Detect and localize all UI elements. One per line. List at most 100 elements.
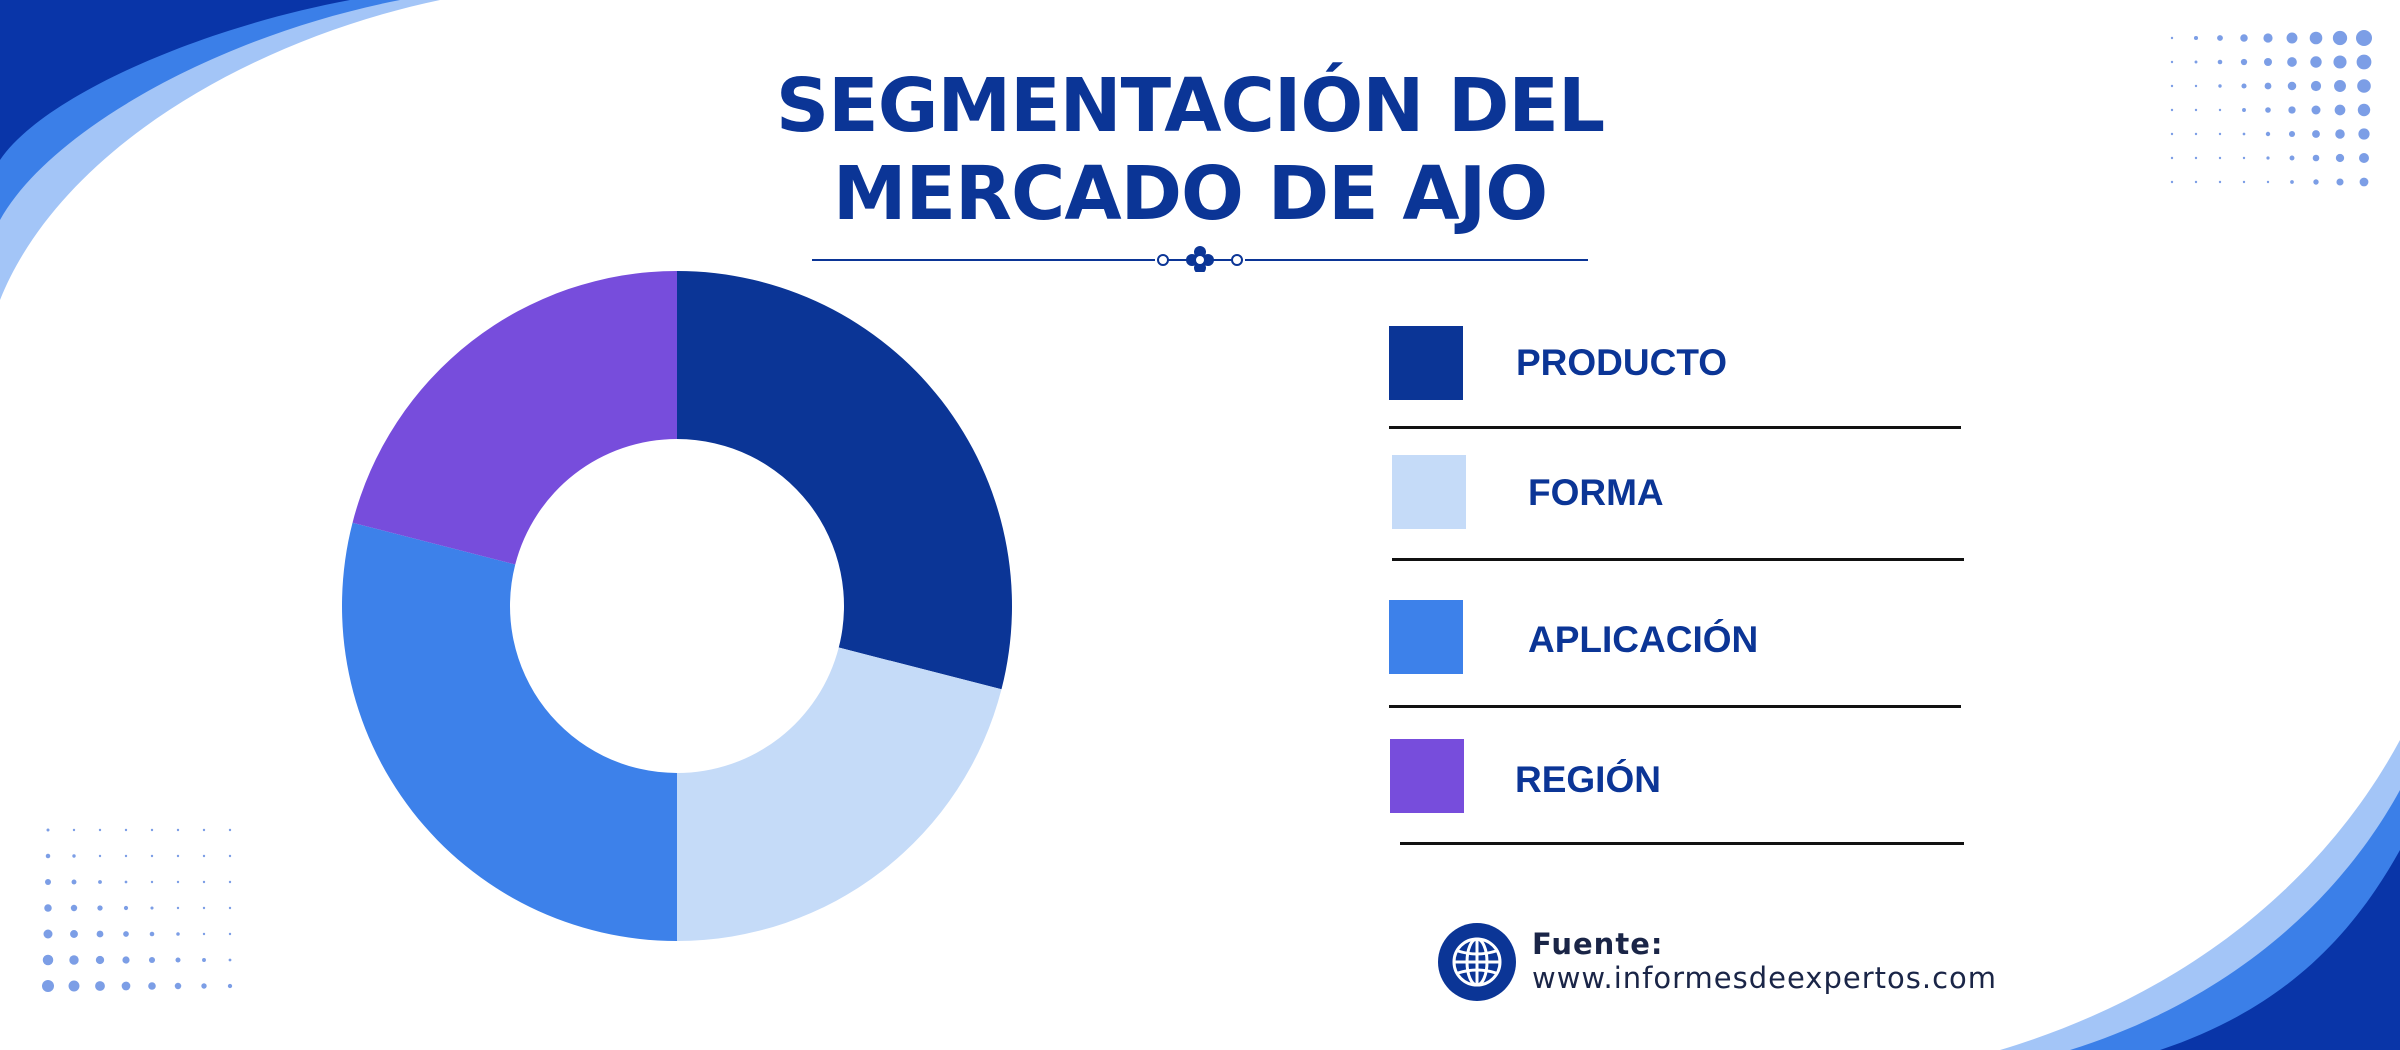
decor-dot [2170,36,2174,40]
decor-dot [2194,180,2198,184]
decor-dot [2194,132,2198,136]
globe-icon [1438,923,1516,1001]
legend-label-producto: PRODUCTO [1516,342,1728,383]
decor-dot [2334,80,2346,92]
decor-dot [2265,131,2271,137]
title-line-1: SEGMENTACIÓN DEL [775,63,1605,149]
decor-dot [2310,80,2322,92]
decor-dot [2240,58,2248,66]
decor-dot [2194,108,2198,112]
decor-dot [42,954,54,966]
decor-dot [2313,179,2319,185]
decor-dot [2265,107,2271,113]
source-url[interactable]: www.informesdeexpertos.com [1532,961,1998,995]
decor-dot [148,956,156,964]
decor-dot [2335,129,2345,139]
dot-pattern-bottom-left [42,828,233,992]
decor-dot [98,880,102,884]
legend-divider [1389,426,1961,429]
legend-divider [1400,842,1964,845]
decor-dot [2194,60,2198,64]
legend-divider [1392,558,1964,561]
decor-dot [2310,56,2322,68]
decor-dot [175,957,181,963]
decor-dot [2356,30,2372,46]
decor-dot [2218,156,2222,160]
decor-dot [2290,180,2294,184]
decor-dot [228,932,232,936]
decor-dot [202,958,206,962]
decor-dot [228,828,232,832]
page-title: SEGMENTACIÓN DEL MERCADO DE AJO [700,62,1680,238]
decor-dot [42,980,54,992]
decor-dot [2334,104,2346,116]
decor-dot [123,931,129,937]
decor-dot [121,981,131,991]
decor-dot [70,930,78,938]
decor-dot [2335,153,2345,163]
decor-dot [2336,178,2344,186]
decor-dot [124,828,128,832]
decor-dot [2266,180,2270,184]
decor-dot [2357,79,2371,93]
decor-dot [2194,156,2198,160]
decor-dot [2170,156,2174,160]
legend-swatch-region [1390,739,1464,813]
decor-dot [96,930,104,938]
decor-dot [2312,130,2320,138]
decor-dot [201,983,207,989]
decor-dot [176,906,180,910]
decor-dot [72,854,76,858]
decor-dot [202,828,206,832]
decor-dot [202,854,206,858]
decor-dot [45,879,51,885]
decor-dot [2357,103,2371,117]
decor-dot [174,982,182,990]
decor-dot [2170,84,2174,88]
decor-dot [123,905,129,911]
decor-dot [2332,30,2348,46]
decor-dot [2242,180,2246,184]
decor-dot [70,904,78,912]
decor-dot [2287,81,2297,91]
decor-dot [202,932,206,936]
title-divider [812,246,1588,272]
legend-label-forma: FORMA [1528,472,1664,513]
decor-dot [2309,31,2323,45]
decor-dot [2286,32,2298,44]
top-left-wave [0,0,440,300]
bottom-right-wave [2000,740,2400,1050]
decor-dot [95,955,105,965]
decor-dot [2287,57,2297,67]
decor-dot [176,880,180,884]
decor-dot [176,932,180,936]
decor-dot [122,956,130,964]
decor-dot [2170,132,2174,136]
decor-dot [95,981,105,991]
decor-dot [98,854,102,858]
decor-dot [2170,60,2174,64]
decor-dot [227,983,233,989]
source-label: Fuente: [1532,927,1664,961]
decor-dot [228,906,232,910]
decor-dot [150,906,154,910]
decor-dot [2358,128,2370,140]
decor-dot [2264,58,2272,66]
decor-dot [45,853,51,859]
decor-dot [2289,155,2295,161]
decor-dot [2217,59,2223,65]
decor-dot [228,880,232,884]
donut-slice-region [352,271,677,565]
decor-dot [2217,35,2223,41]
decor-dot [228,854,232,858]
decor-dot [150,854,154,858]
decor-dot [2194,84,2198,88]
decor-dot [2359,177,2369,187]
legend-label-aplicacion: APLICACIÓN [1528,619,1759,660]
decor-dot [149,931,155,937]
decor-dot [2242,156,2246,160]
decor-dot [2312,154,2320,162]
title-line-2: MERCADO DE AJO [832,151,1548,237]
